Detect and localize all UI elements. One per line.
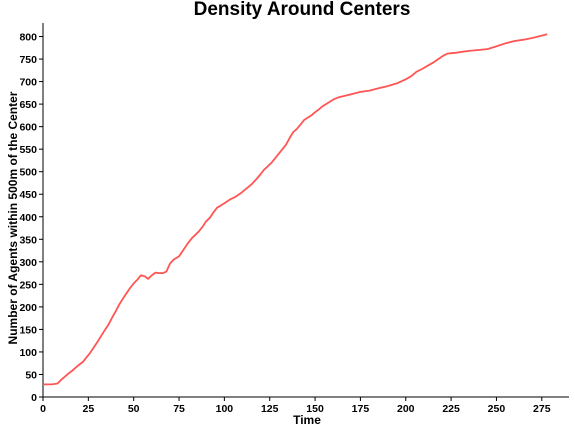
x-tick-label: 50	[128, 403, 140, 415]
x-tick-label: 0	[40, 403, 46, 415]
axes	[42, 23, 569, 398]
x-tick-label: 75	[173, 403, 185, 415]
x-tick-label: 100	[216, 403, 234, 415]
y-tick-label: 100	[19, 347, 37, 359]
y-tick-label: 150	[19, 324, 37, 336]
x-tick-label: 250	[488, 403, 506, 415]
x-axis-ticks: 0 25 50 75 100 125 150 175 200 225 250 275	[40, 397, 551, 415]
x-tick-label: 125	[261, 403, 279, 415]
x-tick-label: 25	[83, 403, 95, 415]
y-axis-label: Number of Agents within 500m of the Cent…	[6, 91, 20, 344]
y-tick-label: 250	[19, 279, 37, 291]
x-tick-label: 175	[352, 403, 370, 415]
y-tick-label: 450	[19, 189, 37, 201]
x-axis-label: Time	[293, 413, 321, 427]
y-tick-label: 700	[19, 77, 37, 89]
y-tick-label: 550	[19, 144, 37, 156]
y-tick-label: 500	[19, 167, 37, 179]
y-tick-label: 50	[25, 369, 37, 381]
y-tick-label: 400	[19, 212, 37, 224]
series-layer	[43, 33, 548, 386]
y-tick-label: 0	[31, 392, 37, 404]
x-tick-label: 200	[397, 403, 415, 415]
chart-title: Density Around Centers	[194, 0, 411, 20]
y-tick-label: 750	[19, 54, 37, 66]
y-tick-label: 350	[19, 234, 37, 246]
y-tick-label: 600	[19, 122, 37, 134]
series-line	[43, 33, 548, 386]
y-tick-label: 650	[19, 99, 37, 111]
x-tick-label: 275	[533, 403, 551, 415]
y-tick-label: 300	[19, 257, 37, 269]
y-tick-label: 800	[19, 32, 37, 44]
x-tick-label: 150	[306, 403, 324, 415]
y-axis-ticks: 0 50 100 150 200 250 300 350 400 450 500 550 600 650 7…	[19, 32, 43, 404]
x-tick-label: 225	[442, 403, 460, 415]
y-tick-label: 200	[19, 302, 37, 314]
